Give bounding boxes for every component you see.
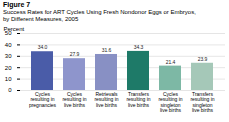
svg-text:Transfersresulting insingleton: Transfersresulting insingletonlive birth… [190, 91, 214, 113]
svg-text:21.4: 21.4 [166, 59, 176, 65]
svg-text:40: 40 [5, 42, 12, 48]
svg-text:50: 50 [4, 30, 12, 37]
svg-text:20: 20 [5, 65, 12, 71]
svg-text:Cyclesresulting inpregnancies: Cyclesresulting inpregnancies [29, 91, 57, 108]
svg-text:0: 0 [8, 87, 12, 93]
svg-text:Percent: Percent [4, 26, 25, 32]
svg-text:10: 10 [5, 76, 12, 82]
svg-text:31.6: 31.6 [102, 47, 112, 53]
svg-text:Retrievalsresulting inlive bir: Retrievalsresulting inlive births [94, 91, 118, 108]
svg-text:Transfersresulting inlive birt: Transfersresulting inlive births [126, 91, 150, 108]
html-text:Success Rates for ART Cycles U: Success Rates for ART Cycles Using Fresh… [3, 9, 196, 22]
svg-text:23.9: 23.9 [198, 56, 208, 62]
svg-text:Cyclesresulting inlive births: Cyclesresulting inlive births [62, 91, 86, 108]
svg-text:34.0: 34.0 [38, 44, 48, 50]
svg-text:27.9: 27.9 [70, 51, 80, 57]
svg-text:Cyclesresulting insingletonliv: Cyclesresulting insingletonlive births [158, 91, 182, 113]
svg-text:34.3: 34.3 [134, 44, 144, 50]
html-text:Figure 7: Figure 7 [3, 1, 31, 8]
svg-text:30: 30 [5, 53, 12, 59]
